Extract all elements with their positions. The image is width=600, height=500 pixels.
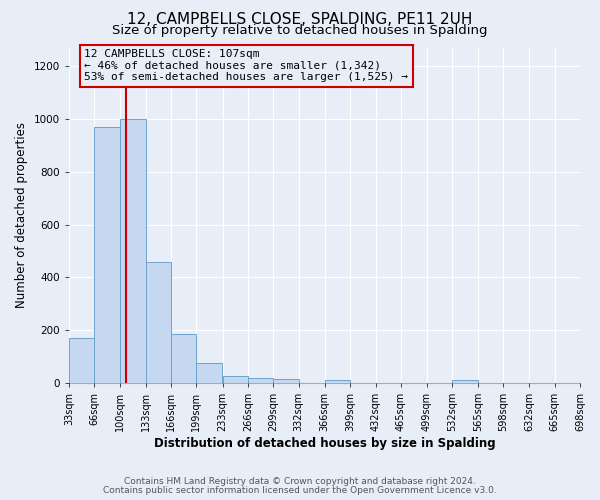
Bar — [69, 338, 94, 383]
Bar — [452, 380, 478, 383]
Bar — [196, 363, 222, 383]
Text: Contains HM Land Registry data © Crown copyright and database right 2024.: Contains HM Land Registry data © Crown c… — [124, 477, 476, 486]
Text: 12, CAMPBELLS CLOSE, SPALDING, PE11 2UH: 12, CAMPBELLS CLOSE, SPALDING, PE11 2UH — [127, 12, 473, 28]
X-axis label: Distribution of detached houses by size in Spalding: Distribution of detached houses by size … — [154, 437, 495, 450]
Text: 12 CAMPBELLS CLOSE: 107sqm
← 46% of detached houses are smaller (1,342)
53% of s: 12 CAMPBELLS CLOSE: 107sqm ← 46% of deta… — [84, 49, 408, 82]
Bar — [273, 379, 299, 383]
Bar — [325, 380, 350, 383]
Text: Contains public sector information licensed under the Open Government Licence v3: Contains public sector information licen… — [103, 486, 497, 495]
Bar — [121, 119, 146, 383]
Bar — [146, 262, 171, 383]
Bar — [248, 378, 274, 383]
Bar — [171, 334, 196, 383]
Bar — [94, 127, 119, 383]
Text: Size of property relative to detached houses in Spalding: Size of property relative to detached ho… — [112, 24, 488, 37]
Y-axis label: Number of detached properties: Number of detached properties — [15, 122, 28, 308]
Bar — [223, 376, 248, 383]
